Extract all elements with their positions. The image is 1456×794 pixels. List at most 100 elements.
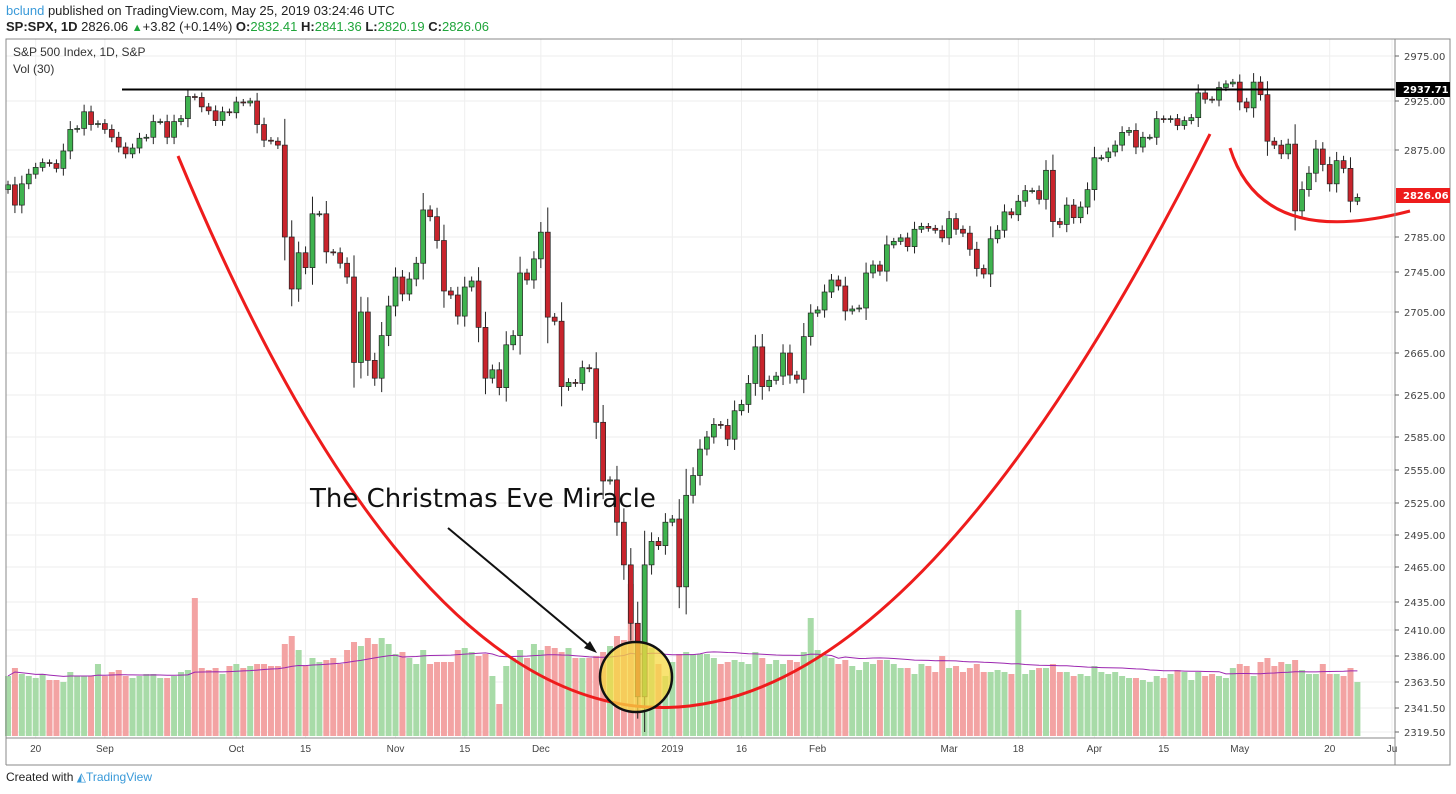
candle-body [814, 309, 821, 314]
candle [503, 331, 510, 402]
candle [171, 114, 177, 145]
volume-bar [392, 654, 399, 736]
candle [960, 225, 966, 237]
volume-bar [385, 644, 392, 736]
volume-bars [5, 584, 1361, 736]
volume-bar [897, 668, 904, 736]
volume-bar [669, 662, 676, 736]
volume-bar [738, 662, 745, 736]
volume-bar [1312, 674, 1319, 736]
candle-body [268, 139, 274, 142]
high-value: 2841.36 [314, 19, 362, 34]
candle [427, 205, 433, 222]
candle-body [281, 144, 288, 238]
candle [572, 378, 579, 387]
candle-body [1216, 87, 1222, 101]
volume-bar [558, 652, 565, 736]
candle [233, 96, 240, 119]
candle-body [994, 229, 1001, 240]
open-value: 2832.41 [250, 19, 298, 34]
candle [240, 98, 247, 107]
candle [738, 399, 745, 416]
volume-bar [1146, 682, 1153, 736]
volume-bar [1098, 672, 1105, 736]
candle-body [468, 280, 475, 288]
candle-body [773, 375, 779, 381]
volume-bar [191, 598, 198, 736]
candle-body [198, 97, 205, 108]
volume-bar [1209, 674, 1216, 736]
candle-body [475, 280, 482, 328]
candle-body [510, 335, 517, 346]
candle [1195, 84, 1202, 127]
candle-body [95, 123, 101, 125]
candle-body [877, 264, 883, 272]
candle-body [18, 183, 25, 206]
candle [337, 247, 344, 269]
candle [1167, 115, 1174, 123]
candle [1181, 116, 1188, 130]
candle [1306, 166, 1312, 197]
candle-body [787, 352, 793, 376]
candle [1063, 197, 1070, 233]
candle-body [1063, 204, 1070, 225]
candle-body [980, 268, 987, 275]
candle-body [1326, 164, 1333, 185]
candle [883, 235, 890, 282]
volume-bar [939, 656, 946, 736]
volume-bar [357, 646, 364, 736]
candle [371, 352, 378, 386]
candle-body [1174, 118, 1181, 126]
candle-body [593, 368, 600, 423]
candle [1229, 78, 1236, 88]
tradingview-link[interactable]: TradingView [85, 770, 152, 784]
candle-body [1008, 211, 1015, 216]
candle-body [344, 262, 350, 278]
candle-body [697, 448, 703, 476]
author-link[interactable]: bclund [6, 3, 45, 18]
candle [579, 360, 586, 391]
candle-body [178, 118, 184, 122]
y-tick-label: 2386.00 [1404, 652, 1445, 663]
candle [178, 114, 184, 126]
candle-body [1105, 151, 1112, 159]
candle [254, 92, 260, 134]
candle [1174, 113, 1181, 131]
y-tick-label: 2625.00 [1404, 391, 1445, 402]
candle [448, 287, 454, 299]
candle [932, 224, 939, 234]
candle [1029, 187, 1036, 194]
volume-bar [267, 666, 274, 736]
x-tick-label: Nov [387, 744, 405, 755]
candle-body [918, 226, 925, 230]
candle-body [1285, 143, 1292, 155]
candle-body [1119, 132, 1125, 146]
candle [185, 88, 191, 128]
open-label: O: [235, 19, 251, 34]
volume-bar [766, 664, 773, 736]
y-tick-label: 2875.00 [1404, 146, 1445, 157]
candle-body [129, 147, 136, 155]
volume-bar [544, 646, 551, 736]
volume-bar [454, 650, 461, 736]
candle-body [302, 252, 309, 268]
candle-body [1077, 206, 1084, 219]
candle [46, 159, 53, 167]
candle [1056, 217, 1063, 229]
volume-bar [1229, 668, 1236, 736]
x-tick-label: 15 [1158, 744, 1170, 755]
candle [468, 276, 475, 292]
volume-bar [364, 638, 371, 736]
candle-body [870, 264, 876, 274]
candle [1354, 193, 1361, 206]
volume-bar [503, 666, 510, 736]
volume-bar [1049, 664, 1056, 736]
candle [967, 225, 973, 256]
candle [108, 124, 115, 143]
candle-body [572, 382, 579, 384]
volume-bar [81, 676, 88, 736]
candle-body [143, 136, 150, 139]
candle [212, 105, 219, 126]
candle-body [551, 316, 558, 322]
